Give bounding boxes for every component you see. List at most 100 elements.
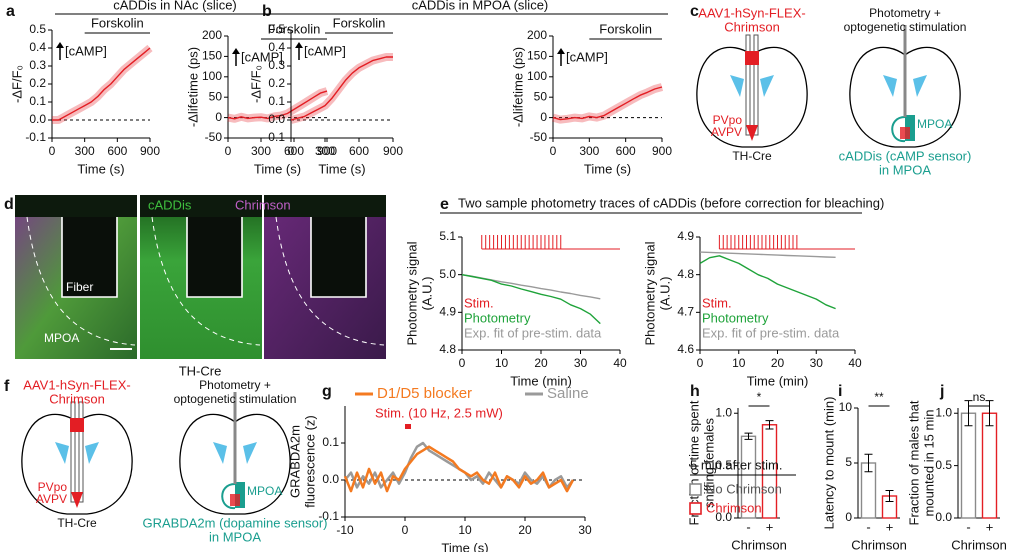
arrow-head — [232, 48, 240, 54]
y-axis-label: -ΔF/F₀ — [248, 65, 263, 103]
injection — [230, 494, 240, 506]
error-bar — [744, 432, 753, 440]
x-tick-label: 10 — [458, 523, 472, 537]
sensor-label: cADDis (cAMP sensor) — [839, 148, 972, 163]
mouse-label: TH-Cre — [179, 363, 222, 378]
y-tick-label: 0.5 — [715, 458, 732, 472]
stim-label: Stim. (10 Hz, 2.5 mW) — [375, 405, 503, 420]
x-axis-label: Time (s) — [441, 540, 488, 552]
injection-needle — [745, 34, 751, 136]
x-axis-label: Time (s) — [254, 161, 301, 176]
y-axis-label: Photometry signal — [404, 241, 419, 345]
brain-outline — [696, 46, 808, 148]
y-tick-label: 4.6 — [677, 342, 694, 356]
error-band — [52, 44, 153, 124]
y-axis-label: fluorescence (z) — [302, 415, 317, 507]
x-axis-label: Time (min) — [747, 373, 809, 388]
y-axis-label: Photometry signal — [642, 241, 657, 345]
section-title: cADDis in MPOA (slice) — [412, 0, 549, 12]
x-tick-label: + — [986, 519, 994, 534]
x-tick-label: 20 — [771, 356, 785, 370]
x-tick-label: 30 — [574, 356, 588, 370]
x-tick-label: 0 — [550, 144, 557, 158]
y-axis-label: mounted in 15 min — [921, 410, 936, 517]
arrow-label: [cAMP] — [241, 49, 283, 64]
arrow-head — [56, 42, 64, 48]
y-tick-label: 150 — [527, 49, 547, 63]
series-line — [227, 90, 328, 120]
x-tick-label: 10 — [732, 356, 746, 370]
x-axis-label: Time (s) — [584, 161, 631, 176]
error-band — [551, 83, 664, 124]
y-tick-label: 4.9 — [439, 305, 456, 319]
y-tick-label: 1.0 — [715, 405, 732, 419]
legend-title: 5 min after stim. — [690, 457, 782, 472]
y-tick-label: 50 — [534, 89, 548, 103]
y-tick-label: 0 — [215, 110, 222, 124]
error-bar — [765, 420, 774, 430]
injection-top — [70, 418, 84, 432]
legend-label: Photometry — [464, 310, 531, 325]
arrow-label: [cAMP] — [65, 43, 107, 58]
y-axis-label: (A.U.) — [657, 277, 672, 311]
series-line — [699, 255, 836, 310]
arrow-head — [295, 42, 303, 48]
fiber — [233, 392, 237, 484]
virus-label: Chrimson — [724, 19, 780, 34]
x-axis-label: Chrimson — [951, 537, 1007, 552]
bar — [960, 412, 977, 519]
y-tick-label: 4.8 — [439, 342, 456, 356]
y-axis-label: Latency to mount (min) — [821, 397, 836, 530]
x-tick-label: 600 — [284, 144, 304, 158]
x-tick-label: 10 — [495, 356, 509, 370]
x-tick-label: 40 — [848, 356, 862, 370]
y-tick-label: 200 — [202, 28, 222, 42]
error-bar — [864, 453, 873, 473]
x-tick-label: 0 — [49, 144, 56, 158]
y-tick-label: -0.1 — [318, 509, 339, 523]
injection-site — [71, 492, 83, 508]
treatment-label: Forskolin — [91, 15, 144, 30]
virus-label: AAV1-hSyn-FLEX- — [23, 377, 130, 392]
panel-label: g — [322, 383, 332, 400]
legend-swatch — [689, 502, 702, 515]
injection-needle — [753, 34, 759, 136]
x-tick-label: 0 — [225, 144, 232, 158]
y-tick-label: 4.9 — [677, 229, 694, 243]
series-line — [343, 445, 575, 493]
panel-label: b — [262, 3, 272, 20]
y-tick-label: 150 — [202, 49, 222, 63]
x-tick-label: 0 — [402, 523, 409, 537]
error-bar — [985, 400, 994, 427]
series-line — [461, 274, 601, 325]
x-axis-label: Time (s) — [318, 161, 365, 176]
y-tick-label: 0.5 — [935, 458, 952, 472]
series-line — [699, 251, 836, 258]
y-axis-label: GRABDA2m — [287, 425, 302, 498]
micrograph-top — [140, 195, 262, 217]
injection-needle — [78, 401, 84, 503]
panel-label: i — [838, 383, 842, 400]
y-tick-label: -0.1 — [264, 130, 285, 144]
ventricle — [760, 75, 774, 97]
y-tick-label: 4.8 — [677, 267, 694, 281]
y-tick-label: 0.0 — [29, 112, 46, 126]
series-line — [552, 86, 663, 121]
significance-label: ns — [973, 390, 986, 404]
y-tick-label: 50 — [209, 89, 223, 103]
treatment-label: Forskolin — [268, 21, 321, 36]
micrograph-top — [264, 195, 386, 217]
x-tick-label: 30 — [578, 523, 592, 537]
y-axis-label: Fraction of males that — [906, 400, 921, 525]
x-tick-label: 30 — [810, 356, 824, 370]
significance-label: ** — [874, 390, 884, 404]
y-tick-label: 200 — [527, 28, 547, 42]
x-tick-label: 40 — [613, 356, 627, 370]
y-tick-label: 4.7 — [677, 305, 694, 319]
target-region — [221, 483, 236, 510]
channel-label: Chrimson — [235, 197, 291, 212]
y-axis-label: -Δlifetime (ps) — [510, 47, 525, 127]
injection-needle — [70, 401, 76, 503]
arrow-label: [cAMP] — [566, 49, 608, 64]
